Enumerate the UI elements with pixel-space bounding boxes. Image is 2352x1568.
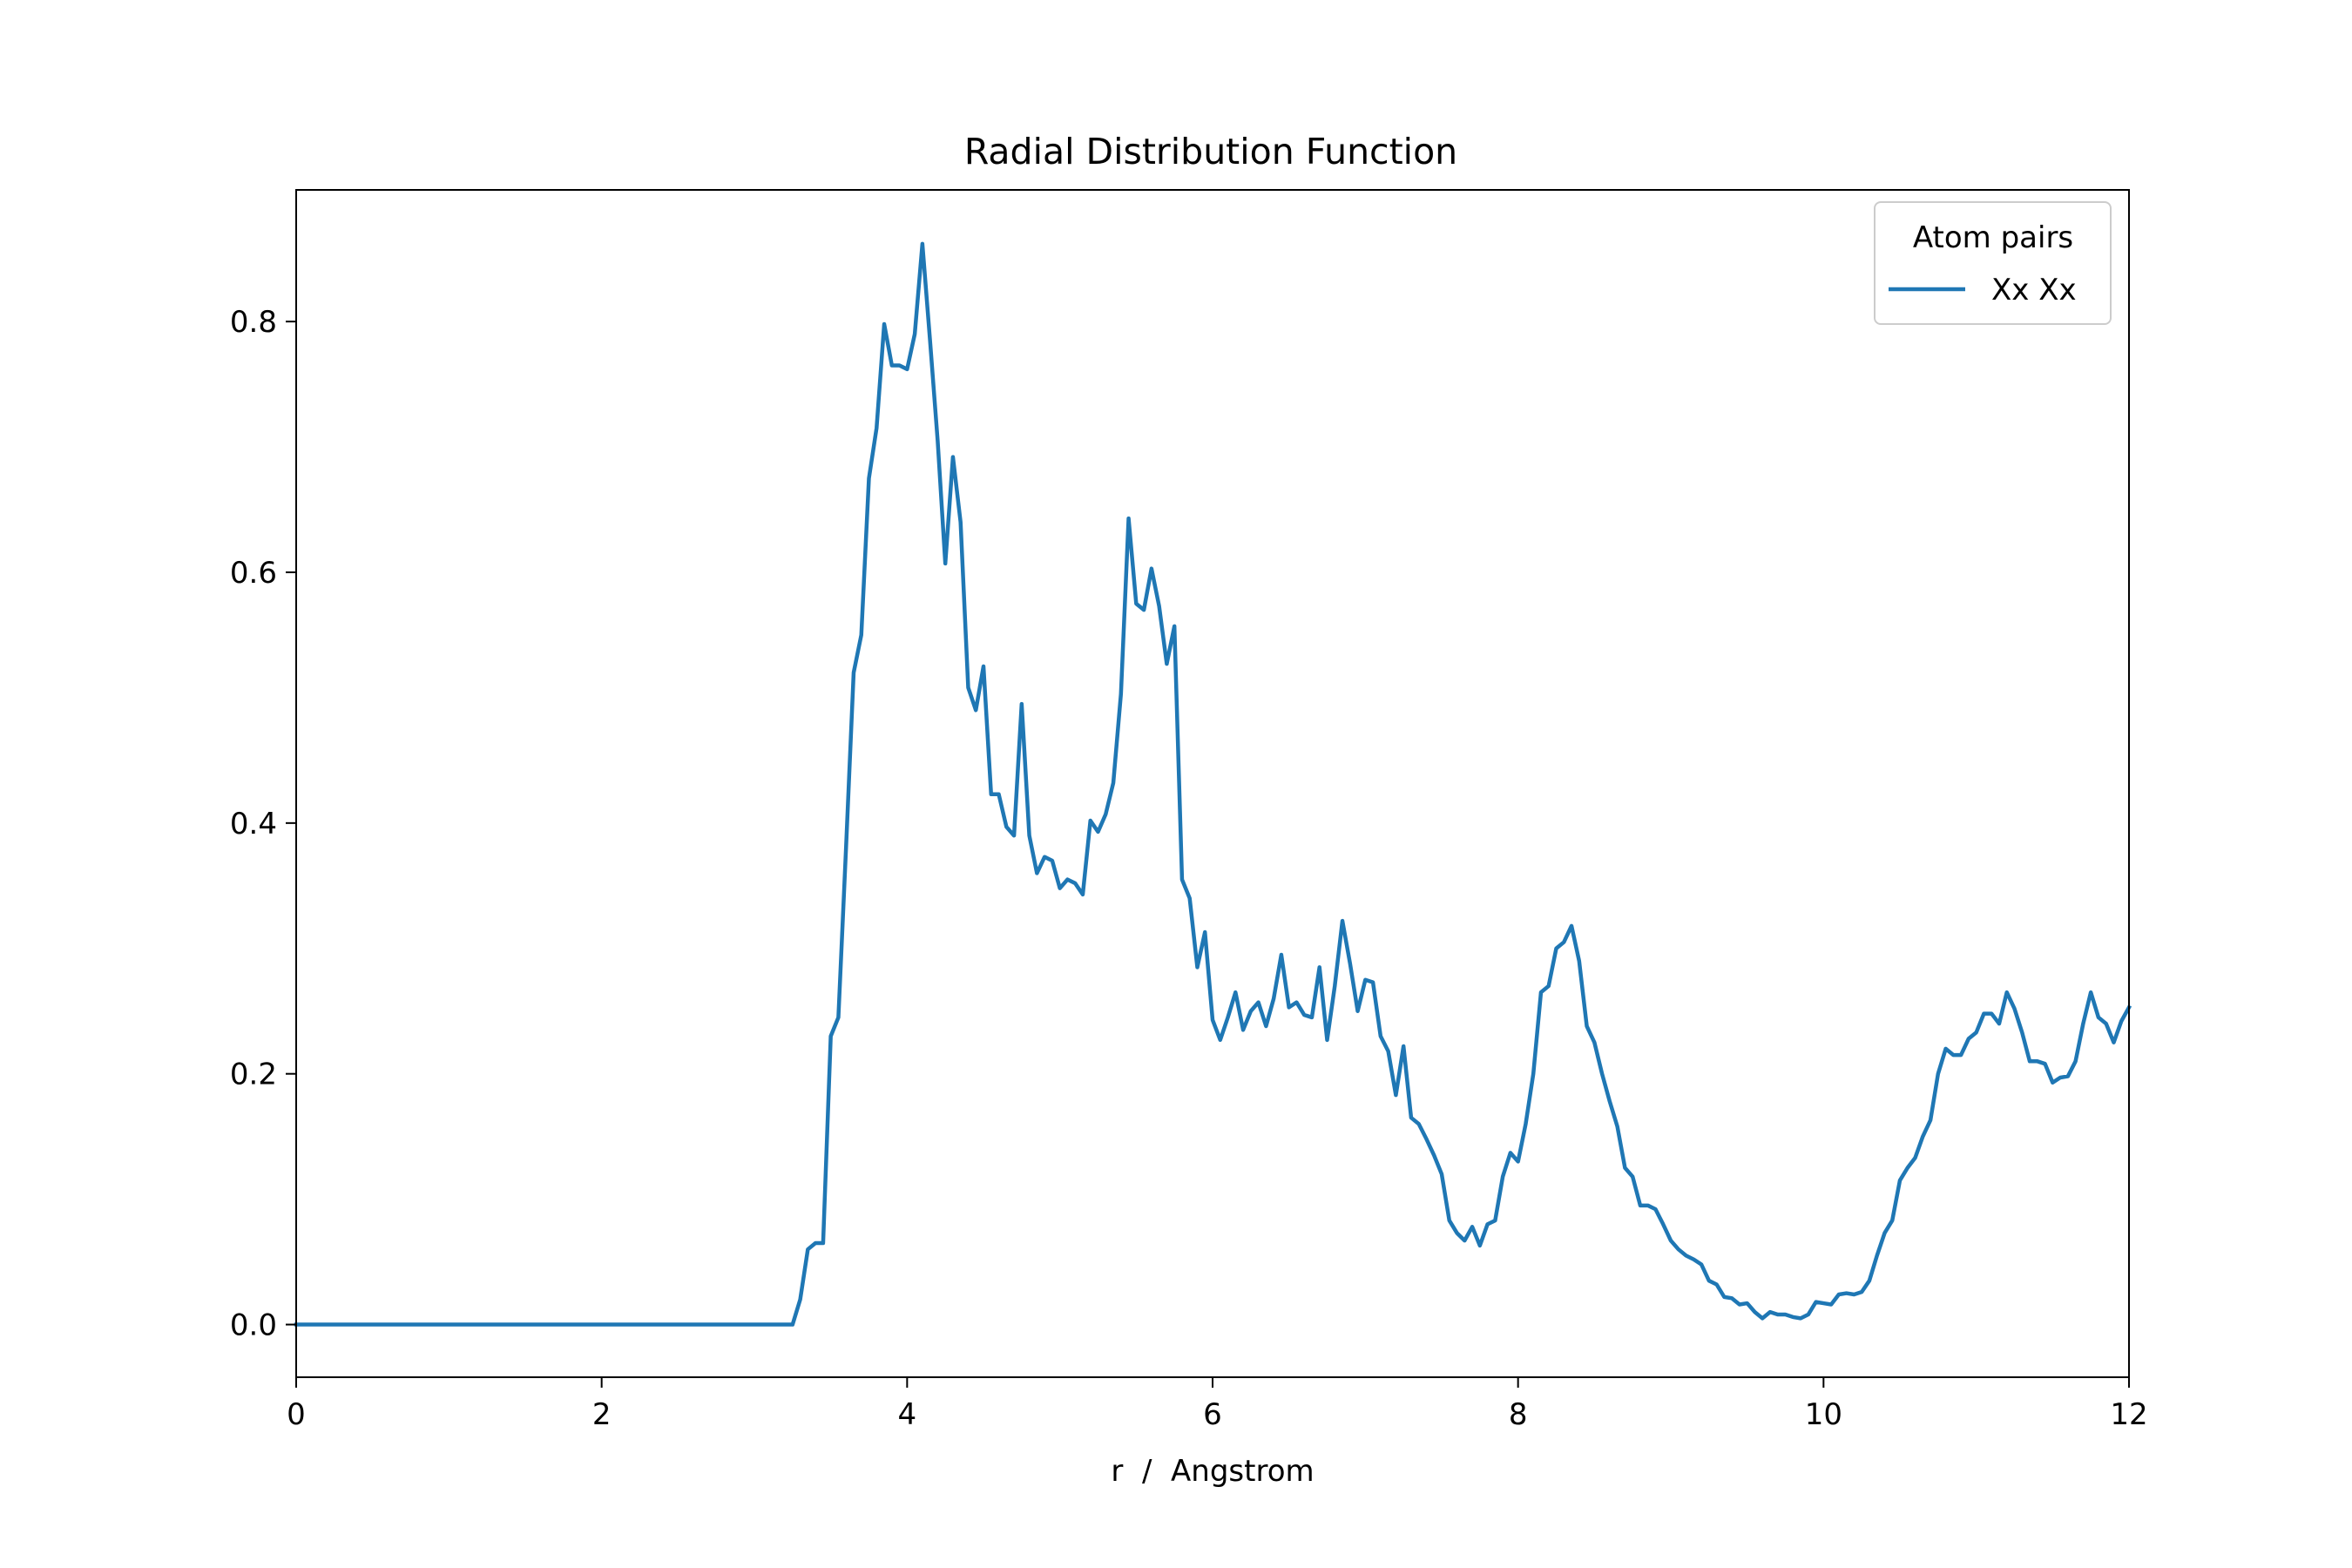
y-tick-label: 0.6 [230,556,277,591]
x-tick-label: 2 [592,1397,612,1432]
legend-box [1874,201,2112,325]
legend-title: Atom pairs [1913,220,2073,255]
x-axis-label: r / Angstrom [1111,1454,1314,1489]
y-tick-label: 0.8 [230,305,277,340]
x-tick-label: 0 [287,1397,306,1432]
chart-title: Radial Distribution Function [964,131,1457,172]
y-tick-label: 0.4 [230,807,277,841]
y-tick-label: 0.2 [230,1058,277,1092]
series-line-xx-xx [294,241,2132,1327]
x-axis: 0 2 4 6 8 10 12 [287,1377,2148,1432]
x-tick-label: 10 [1805,1397,1842,1432]
legend-entry-xx-xx: Xx Xx [1991,273,2077,308]
legend: Atom pairs Xx Xx [1874,201,2112,325]
x-tick-label: 6 [1203,1397,1222,1432]
y-tick-label: 0.0 [230,1308,277,1343]
y-axis: 0.0 0.2 0.4 0.6 0.8 [230,305,296,1343]
x-tick-label: 12 [2110,1397,2147,1432]
x-tick-label: 8 [1509,1397,1528,1432]
x-tick-label: 4 [898,1397,917,1432]
